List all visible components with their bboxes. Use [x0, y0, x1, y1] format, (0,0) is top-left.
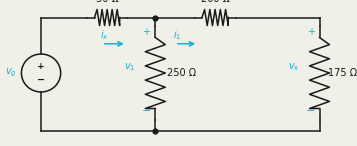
- Text: 250 Ω: 250 Ω: [167, 68, 196, 78]
- Text: +: +: [142, 27, 150, 37]
- Text: +: +: [37, 62, 45, 71]
- Text: 50 Ω: 50 Ω: [96, 0, 119, 4]
- Text: +: +: [307, 27, 315, 37]
- Text: $v_1$: $v_1$: [124, 61, 136, 73]
- Text: $i_1$: $i_1$: [173, 28, 181, 42]
- Text: −: −: [306, 106, 315, 116]
- Text: 200 Ω: 200 Ω: [201, 0, 230, 4]
- Text: −: −: [142, 106, 151, 116]
- Text: −: −: [37, 75, 45, 85]
- Text: $v_g$: $v_g$: [5, 67, 17, 79]
- Text: 175 Ω: 175 Ω: [328, 68, 357, 78]
- Text: $i_x$: $i_x$: [100, 28, 109, 42]
- Text: $v_x$: $v_x$: [288, 61, 300, 73]
